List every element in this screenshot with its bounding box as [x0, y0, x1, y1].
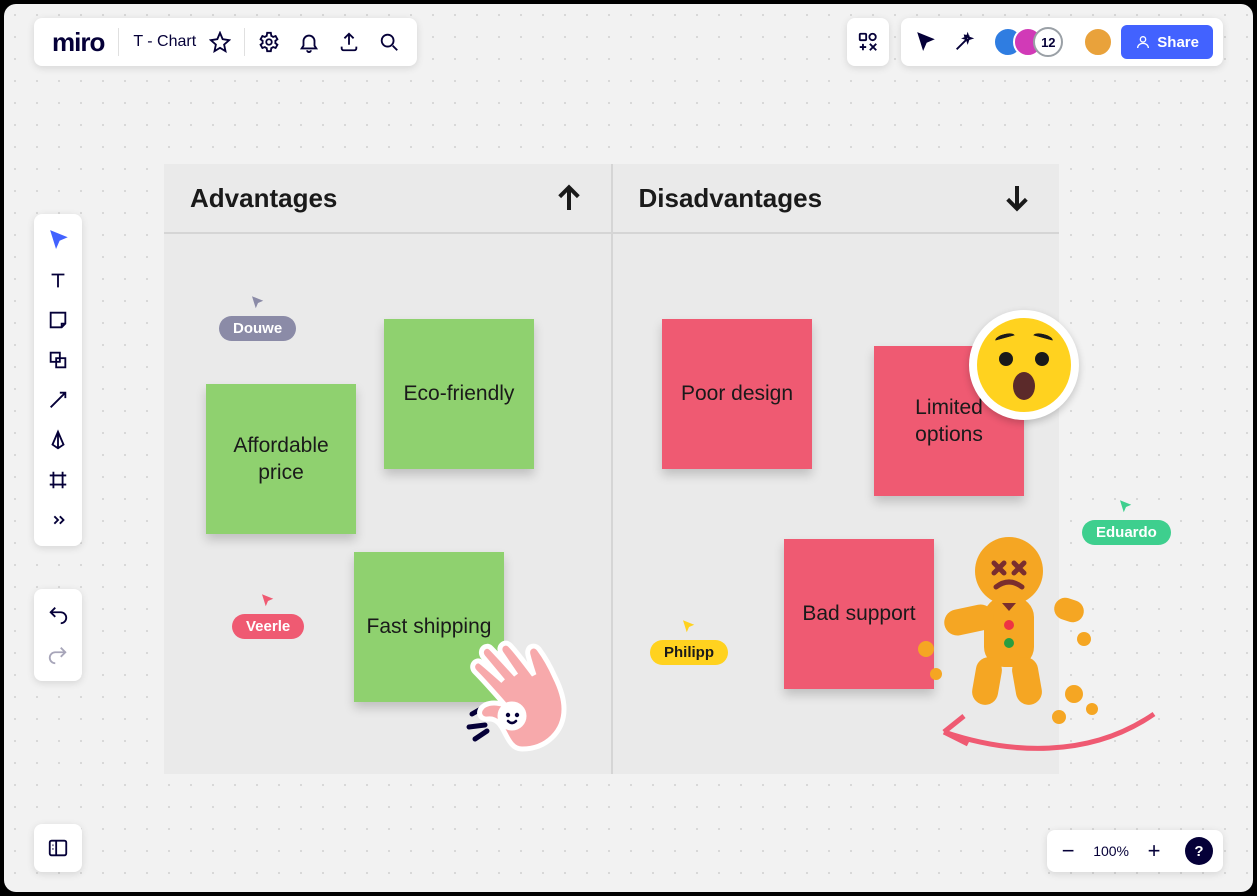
sticky-note[interactable]: Poor design [662, 319, 812, 469]
top-toolbar: miro T - Chart [34, 18, 417, 66]
text-tool[interactable] [38, 260, 78, 300]
apps-panel[interactable] [847, 18, 889, 66]
notifications-icon[interactable] [289, 22, 329, 62]
divider [118, 28, 119, 56]
cursor-icon [249, 294, 267, 312]
arrow-up-icon [553, 182, 585, 214]
zoom-in-button[interactable]: + [1143, 840, 1165, 862]
sticky-note[interactable]: Eco-friendly [384, 319, 534, 469]
divider [244, 28, 245, 56]
wow-emoji-sticker[interactable] [969, 310, 1079, 420]
export-icon[interactable] [329, 22, 369, 62]
column-header: Disadvantages [613, 164, 1060, 234]
help-button[interactable]: ? [1185, 837, 1213, 865]
tools-toolbar [34, 214, 82, 546]
search-icon[interactable] [369, 22, 409, 62]
zoom-out-button[interactable]: − [1057, 840, 1079, 862]
cursor-label: Veerle [232, 614, 304, 639]
sticky-tool[interactable] [38, 300, 78, 340]
gingerbread-sticker[interactable] [914, 529, 1104, 729]
column-title: Disadvantages [639, 183, 823, 214]
star-icon[interactable] [200, 22, 240, 62]
sticky-note[interactable]: Bad support [784, 539, 934, 689]
reactions-icon[interactable] [949, 22, 979, 62]
column-header: Advantages [164, 164, 611, 234]
cursor-label: Philipp [650, 640, 728, 665]
miro-logo[interactable]: miro [42, 27, 114, 58]
app-canvas[interactable]: miro T - Chart [4, 4, 1253, 892]
cursor-icon [680, 618, 698, 636]
avatar-me[interactable] [1083, 27, 1113, 57]
collaborator-cursor: Veerle [232, 592, 304, 639]
cursor-label: Douwe [219, 316, 296, 341]
avatars[interactable]: 12 [993, 27, 1063, 57]
column-title: Advantages [190, 183, 337, 214]
frame-tool[interactable] [38, 460, 78, 500]
cursor-icon [1117, 498, 1135, 516]
settings-icon[interactable] [249, 22, 289, 62]
zoom-control: − 100% + ? [1047, 830, 1223, 872]
participant-count[interactable]: 12 [1033, 27, 1063, 57]
cursor-icon [259, 592, 277, 610]
pen-tool[interactable] [38, 420, 78, 460]
shapes-tool[interactable] [38, 340, 78, 380]
arrow-tool[interactable] [38, 380, 78, 420]
share-button[interactable]: Share [1121, 25, 1213, 59]
zoom-value[interactable]: 100% [1093, 843, 1129, 859]
redo-button[interactable] [38, 635, 78, 675]
select-tool[interactable] [38, 220, 78, 260]
arrow-down-icon [1001, 182, 1033, 214]
board-title[interactable]: T - Chart [123, 33, 200, 51]
cursor-mode-icon[interactable] [911, 22, 941, 62]
drawn-arrow[interactable] [929, 704, 1159, 764]
collaborator-cursor: Philipp [650, 618, 728, 665]
sticky-note[interactable]: Affordable price [206, 384, 356, 534]
ok-hand-sticker[interactable] [457, 639, 577, 759]
collab-panel: 12 Share [901, 18, 1223, 66]
history-toolbar [34, 589, 82, 681]
hide-panels-button[interactable] [34, 824, 82, 872]
undo-button[interactable] [38, 595, 78, 635]
share-label: Share [1157, 34, 1199, 51]
more-tools[interactable] [38, 500, 78, 540]
top-right-cluster: 12 Share [847, 18, 1223, 66]
collaborator-cursor: Douwe [219, 294, 296, 341]
